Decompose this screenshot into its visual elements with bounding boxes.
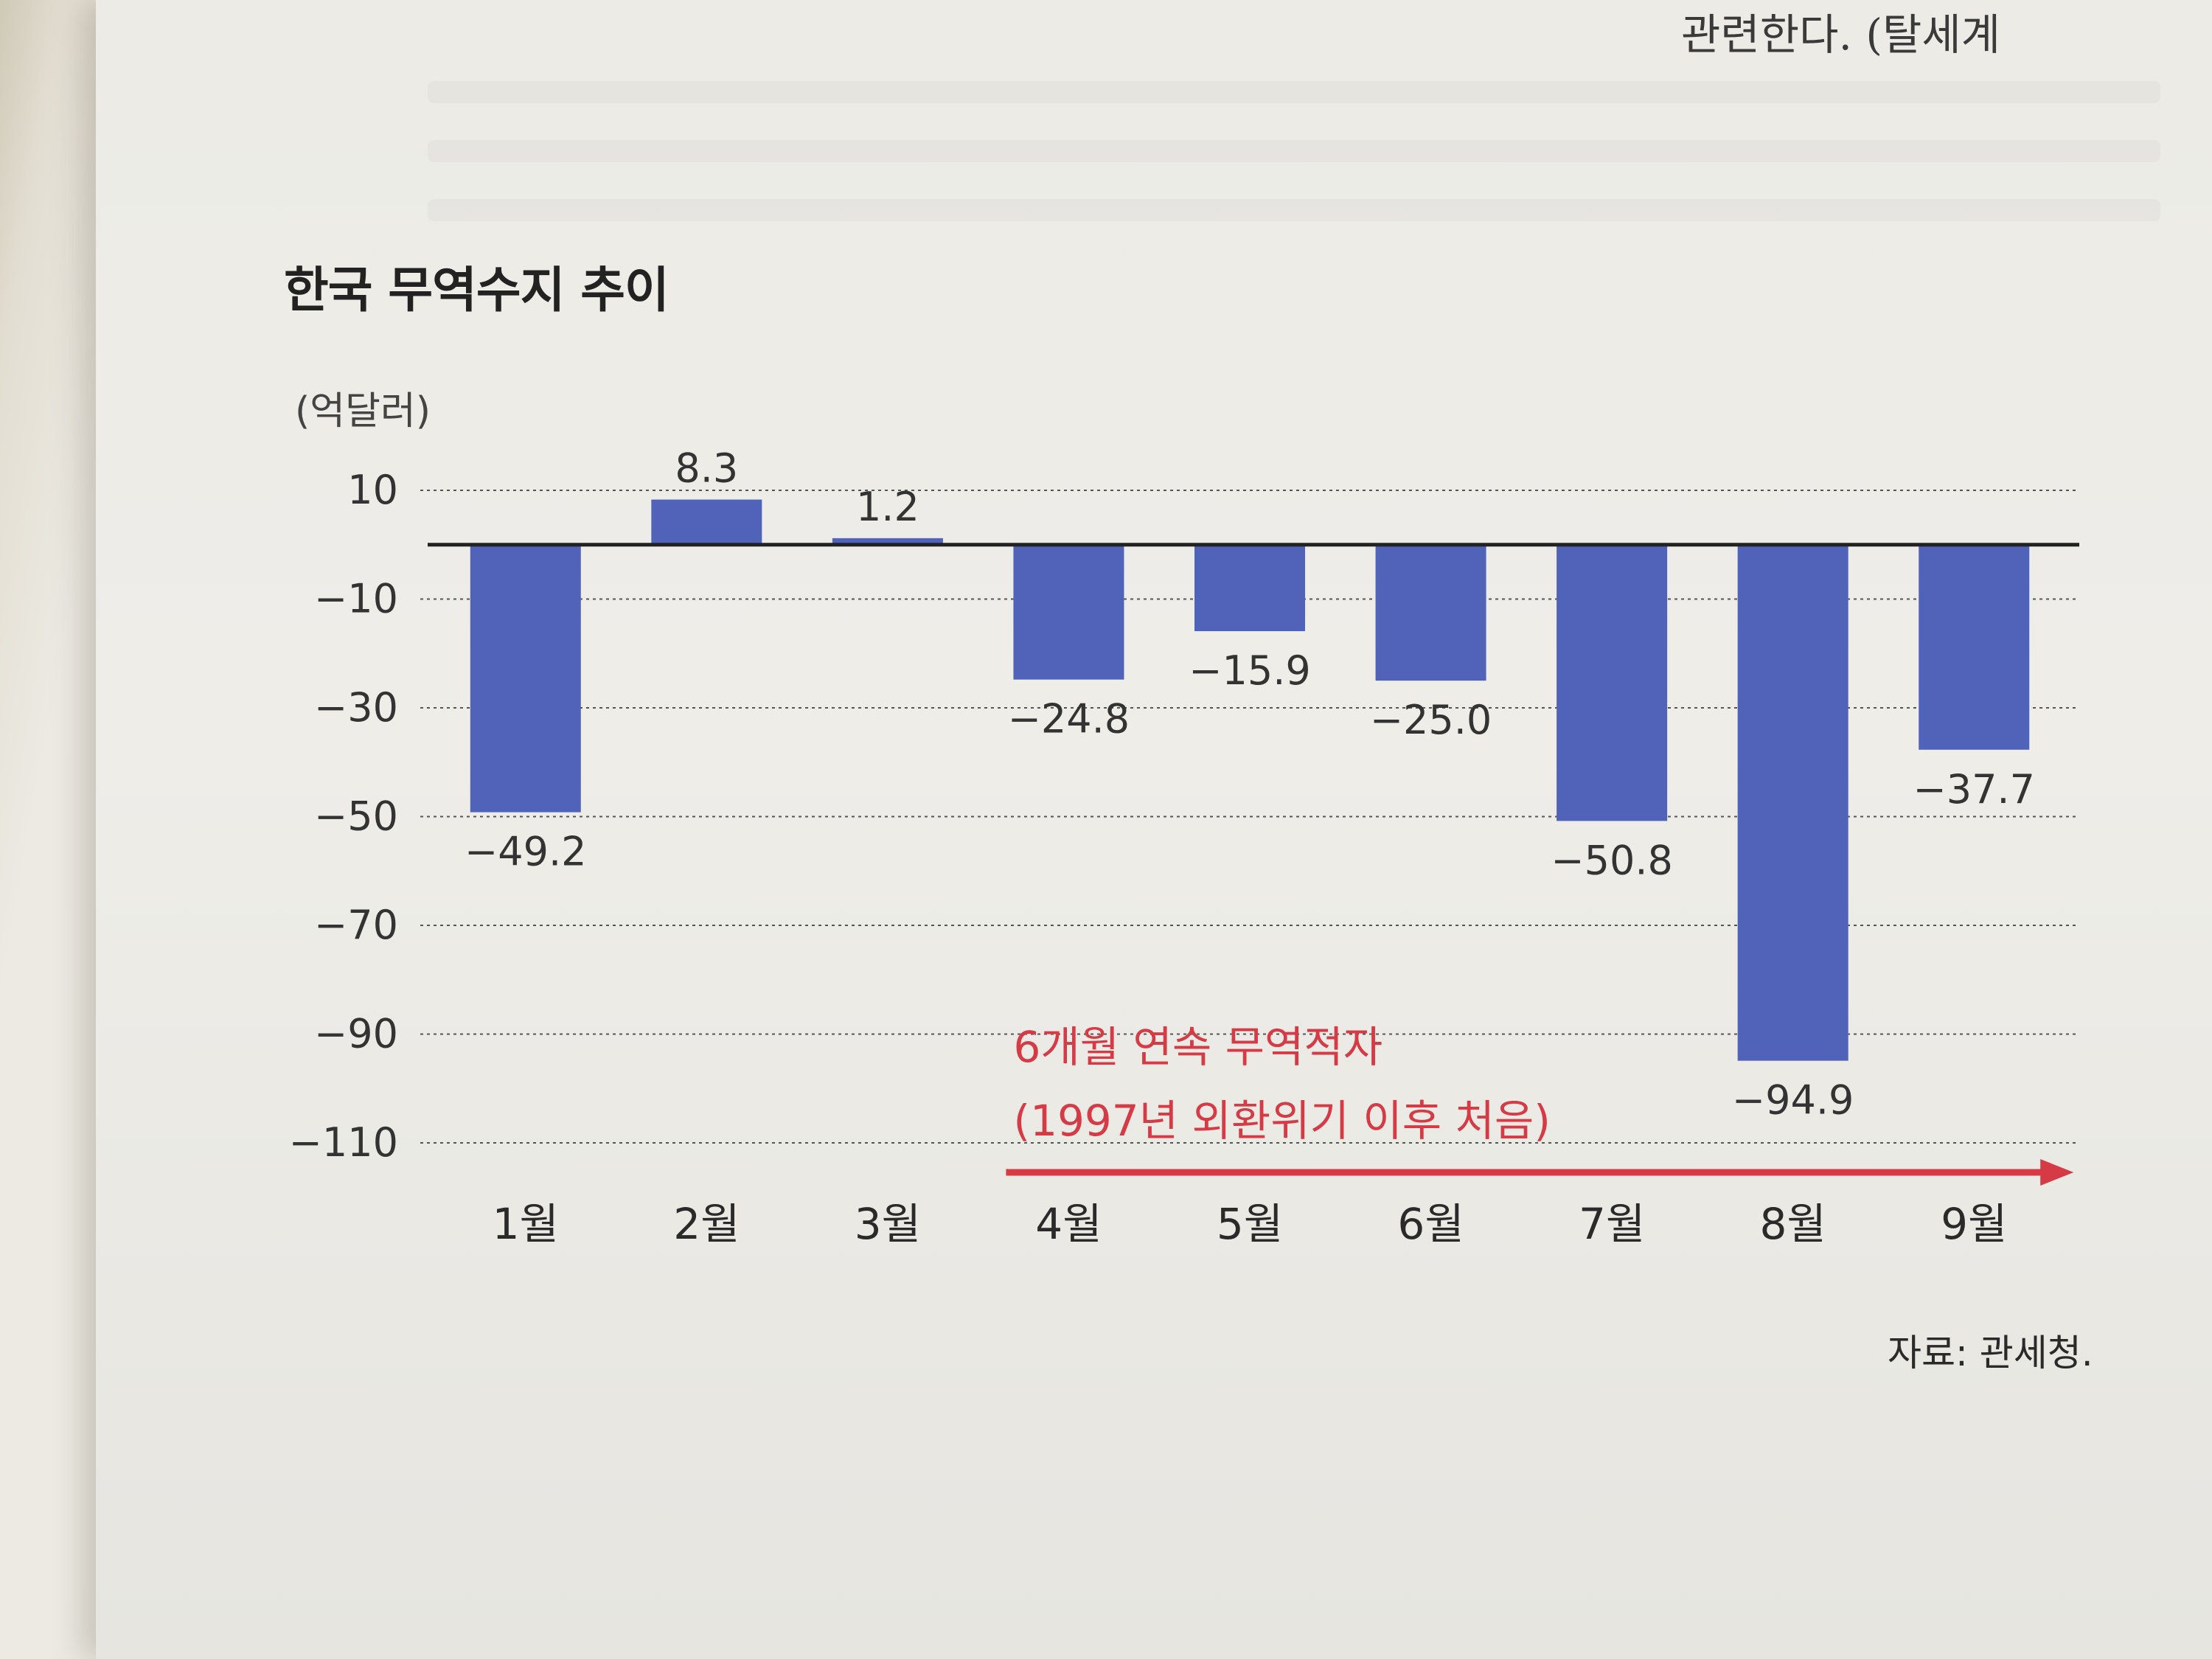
annotation-line-2: (1997년 외환위기 이후 처음) [1013,1096,1550,1146]
x-tick-label: 7월 [1579,1199,1645,1249]
bar [1194,544,1305,632]
deficit-annotation: 6개월 연속 무역적자 (1997년 외환위기 이후 처음) [1006,1022,2074,1186]
value-label: 1.2 [856,484,919,530]
faded-text-line [428,140,2160,162]
y-tick-label: −110 [289,1119,398,1166]
faded-text-line [428,81,2160,103]
bar [1737,544,1848,1061]
value-label: −50.8 [1551,837,1672,883]
annotation-arrow-head [2040,1159,2074,1186]
value-labels: −49.2 8.3 1.2 −24.8 −15.9 −25.0 −50.8 −94.9 −37.… [465,445,2035,1124]
bar [1557,544,1668,821]
x-tick-label: 4월 [1035,1199,1102,1249]
y-tick-label: 10 [347,467,398,513]
value-label: −94.9 [1732,1077,1854,1124]
unit-label: (억달러) [295,389,431,434]
faded-text-line [428,199,2160,221]
y-tick-label: −90 [314,1011,398,1057]
value-label: −37.7 [1913,766,2034,813]
y-tick-label: −70 [314,902,398,948]
y-axis-ticks: 10 −10 −30 −50 −70 −90 −110 [289,467,398,1166]
x-tick-label: 1월 [493,1199,559,1249]
bar [1013,544,1124,680]
value-label: −15.9 [1189,647,1310,694]
bar [1919,544,2030,750]
y-tick-label: −50 [314,793,398,840]
y-tick-label: −10 [314,576,398,622]
x-tick-label: 5월 [1217,1199,1283,1249]
bar [651,499,762,545]
x-tick-label: 8월 [1760,1199,1826,1249]
y-tick-label: −30 [314,684,398,731]
x-axis-ticks: 1월 2월 3월 4월 5월 6월 7월 8월 9월 [493,1199,2008,1249]
source-note: 자료: 관세청. [1888,1332,2093,1374]
bar [832,538,943,545]
x-tick-label: 9월 [1941,1199,2007,1249]
bars [470,499,2030,1061]
annotation-line-1: 6개월 연속 무역적자 [1013,1022,1382,1072]
bar [470,544,581,813]
x-tick-label: 2월 [673,1199,740,1249]
x-tick-label: 6월 [1397,1199,1464,1249]
x-tick-label: 3월 [855,1199,921,1249]
book-page [96,0,2212,1659]
value-label: −25.0 [1370,697,1492,743]
value-label: −24.8 [1008,696,1130,742]
value-label: −49.2 [465,829,586,875]
page-text-fragment: 관련한다. (탈세계 [1681,10,2001,60]
bar [1375,544,1486,681]
chart-title: 한국 무역수지 추이 [284,262,669,319]
value-label: 8.3 [675,445,738,492]
